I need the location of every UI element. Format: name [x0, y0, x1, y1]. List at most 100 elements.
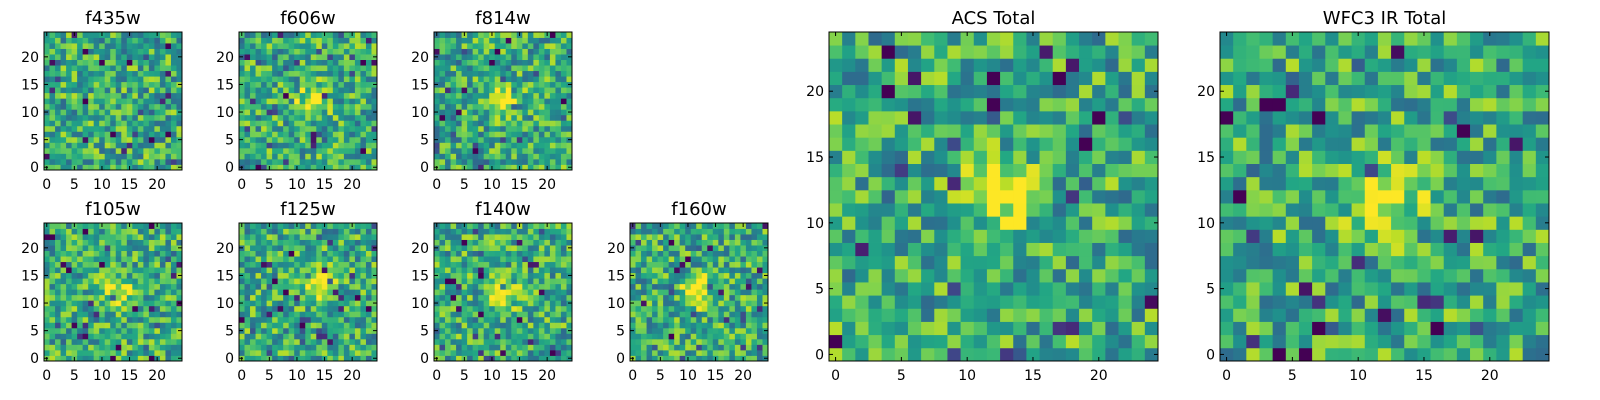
heatmap-cell [516, 333, 523, 340]
heatmap-cell [244, 70, 251, 77]
heatmap-cell [729, 267, 736, 274]
heatmap-cell [434, 37, 440, 44]
heatmap-cell [712, 267, 719, 274]
heatmap-cell [986, 268, 1001, 283]
heatmap-cell [478, 65, 485, 72]
heatmap-cell [461, 267, 468, 274]
heatmap-cell [701, 250, 708, 257]
heatmap-cell [261, 131, 267, 138]
heatmap-cell [165, 300, 172, 307]
heatmap-cell [450, 37, 457, 44]
heatmap-cell [371, 278, 378, 285]
heatmap-cell [652, 322, 658, 329]
heatmap-cell [434, 250, 440, 257]
y-tick-label: 10 [411, 105, 429, 121]
heatmap-cell [288, 305, 295, 312]
heatmap-cell [445, 158, 451, 165]
heatmap-cell [60, 120, 67, 127]
heatmap-cell [148, 153, 155, 160]
heatmap-cell [450, 103, 457, 110]
heatmap-cell [729, 283, 736, 290]
heatmap-cell [115, 153, 122, 160]
heatmap-cell [527, 54, 534, 60]
heatmap-cell [635, 283, 642, 290]
heatmap-cell [894, 229, 909, 243]
heatmap-cell [549, 272, 556, 279]
heatmap-cell [511, 70, 518, 77]
heatmap-cell [494, 109, 501, 116]
heatmap-cell [829, 229, 843, 243]
heatmap-cell [555, 355, 562, 362]
heatmap-cell [294, 283, 301, 290]
heatmap-cell [176, 322, 183, 329]
heatmap-cell [500, 81, 507, 88]
heatmap-cell [478, 300, 485, 307]
heatmap-cell [77, 338, 84, 345]
heatmap-cell [566, 125, 573, 132]
heatmap-cell [176, 147, 183, 154]
heatmap-cell [115, 59, 122, 66]
heatmap-cell [646, 349, 653, 356]
heatmap-cell [137, 283, 144, 290]
heatmap-cell [137, 114, 144, 121]
heatmap-cell [371, 142, 378, 149]
heatmap-cell [343, 223, 350, 229]
heatmap-cell [288, 125, 295, 132]
heatmap-cell [842, 347, 856, 362]
heatmap-cell [132, 223, 139, 229]
heatmap-cell [349, 333, 356, 340]
heatmap-cell [143, 32, 150, 38]
heatmap-cell [137, 142, 144, 149]
heatmap-cell [505, 43, 512, 49]
heatmap-cell [126, 234, 133, 240]
heatmap-cell [723, 278, 730, 285]
heatmap-cell [349, 125, 356, 132]
heatmap-cell [71, 70, 78, 77]
heatmap-cell [1000, 203, 1014, 217]
heatmap-cell [456, 261, 462, 268]
heatmap-cell [740, 283, 747, 290]
heatmap-cell [566, 322, 573, 329]
heatmap-cell [321, 234, 328, 240]
heatmap-cell [456, 267, 462, 274]
heatmap-cell [527, 349, 534, 356]
heatmap-cell [555, 261, 562, 268]
heatmap-cell [630, 349, 636, 356]
heatmap-cell [115, 109, 122, 116]
heatmap-cell [121, 70, 128, 77]
heatmap-cell [250, 333, 256, 340]
heatmap-cell [1118, 216, 1133, 230]
heatmap-cell [239, 153, 245, 160]
heatmap-cell [538, 338, 545, 345]
heatmap-cell [283, 147, 290, 154]
heatmap-cell [60, 289, 67, 296]
heatmap-cell [734, 278, 741, 285]
heatmap-cell [165, 37, 172, 44]
heatmap-cell [527, 234, 534, 240]
heatmap-cell [88, 109, 95, 116]
heatmap-cell [522, 125, 529, 132]
heatmap-cell [1013, 150, 1027, 164]
heatmap-cell [332, 109, 339, 116]
heatmap-cell [365, 142, 372, 149]
heatmap-cell [439, 109, 446, 116]
heatmap-cell [338, 223, 345, 229]
heatmap-cell [494, 98, 501, 105]
heatmap-cell [1000, 150, 1014, 164]
heatmap-cell [740, 327, 747, 334]
heatmap-cell [450, 87, 457, 94]
heatmap-cell [555, 256, 562, 263]
heatmap-cell [165, 43, 172, 49]
heatmap-cell [630, 333, 636, 340]
heatmap-cell [489, 316, 496, 323]
heatmap-cell [272, 316, 279, 323]
heatmap-cell [71, 250, 78, 257]
heatmap-cell [360, 114, 367, 121]
heatmap-cell [555, 327, 562, 334]
heatmap-cell [82, 272, 89, 279]
heatmap-cell [566, 43, 573, 49]
heatmap-cell [338, 70, 345, 77]
heatmap-cell [115, 283, 122, 290]
heatmap-cell [868, 255, 883, 270]
heatmap-cell [505, 81, 512, 88]
